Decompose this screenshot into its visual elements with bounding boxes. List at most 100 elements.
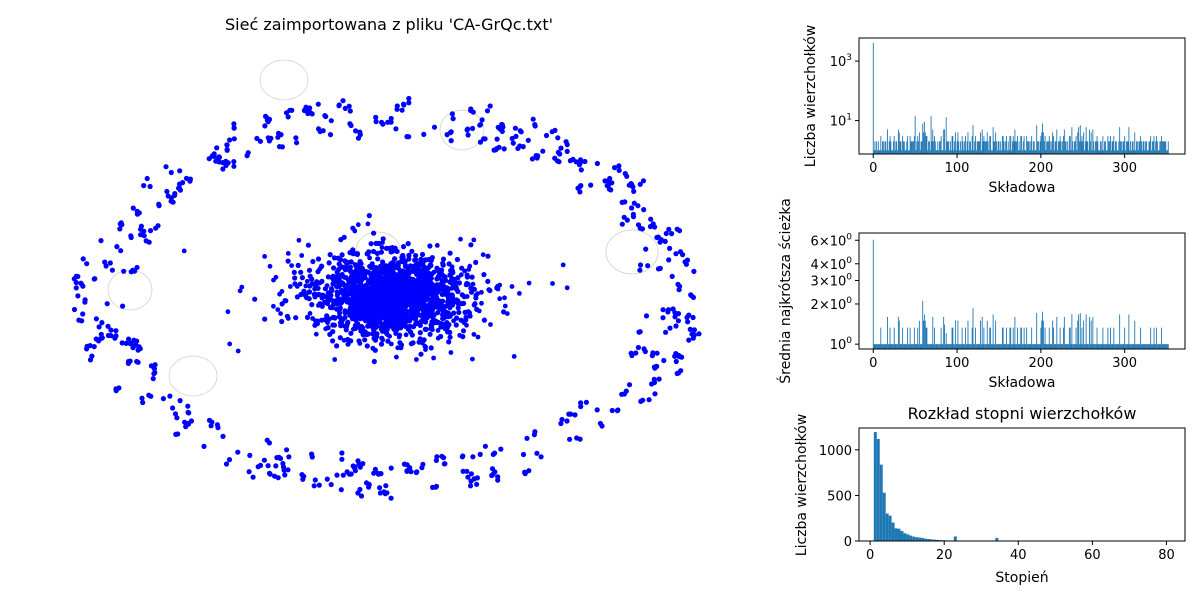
component-size-bar: [962, 141, 964, 154]
component-size-bar: [1049, 141, 1051, 154]
avg-path-bar: [1005, 344, 1007, 349]
network-node: [431, 269, 437, 275]
network-node: [114, 244, 120, 250]
avg-path-bar: [913, 344, 914, 349]
network-node: [368, 310, 373, 316]
x-tick-label: 0: [869, 356, 877, 371]
network-node: [511, 354, 517, 359]
network-node: [567, 158, 574, 164]
network-node: [304, 314, 311, 320]
network-node: [341, 234, 347, 240]
network-node: [421, 337, 427, 343]
avg-path-bar: [1159, 344, 1161, 349]
avg-path-bar: [914, 344, 916, 349]
network-node: [151, 366, 157, 372]
network-node: [406, 100, 412, 106]
network-node: [375, 470, 381, 476]
network-node: [619, 221, 625, 227]
network-node: [127, 358, 133, 364]
avg-path-bar: [1036, 313, 1038, 349]
network-node: [278, 311, 283, 316]
network-node: [338, 288, 344, 294]
component-size-bar: [1156, 136, 1157, 154]
network-node: [377, 291, 383, 297]
avg-path-bar: [1109, 344, 1111, 349]
network-node: [430, 327, 435, 333]
component-size-bar: [877, 150, 878, 154]
avg-path-bar: [956, 344, 958, 349]
network-node: [420, 261, 425, 267]
network-node: [464, 272, 470, 278]
avg-path-bar: [896, 344, 898, 349]
network-node: [475, 334, 481, 340]
network-node: [120, 303, 126, 309]
avg-path-bar: [943, 316, 945, 349]
avg-path-bar: [1141, 344, 1143, 349]
avg-path-bar: [1052, 320, 1054, 349]
network-node: [342, 105, 348, 111]
avg-path-x-ticks: 0 100 200 300: [869, 349, 1137, 371]
network-node: [351, 326, 356, 332]
network-node: [380, 240, 385, 245]
avg-path-bar: [1124, 327, 1126, 349]
network-node: [677, 249, 684, 255]
component-size-bar: [959, 150, 961, 154]
avg-path-bar: [970, 344, 972, 349]
network-node: [73, 273, 79, 279]
network-node: [272, 473, 278, 479]
avg-path-bar: [880, 327, 882, 349]
network-node: [456, 309, 462, 315]
network-node: [375, 304, 381, 310]
network-node: [426, 256, 432, 263]
avg-path-bar: [913, 327, 915, 349]
avg-path-bar: [1047, 344, 1049, 349]
component-size-bar: [1038, 150, 1040, 154]
network-node: [568, 411, 574, 417]
x-tick-label: 300: [1112, 356, 1137, 371]
avg-path-bar: [902, 327, 904, 349]
component-size-bar: [1035, 150, 1037, 154]
avg-path-bar: [965, 327, 966, 349]
network-node: [440, 316, 446, 322]
network-node: [517, 128, 523, 134]
component-size-bar: [982, 141, 984, 154]
network-node: [299, 275, 305, 281]
component-size-bar: [874, 141, 876, 154]
avg-path-bar: [961, 327, 963, 349]
avg-path-bar: [1031, 327, 1033, 349]
network-node: [262, 123, 268, 129]
network-node: [144, 175, 150, 182]
component-size-bar: [1026, 136, 1028, 154]
network-node: [412, 304, 418, 310]
network-node: [433, 483, 440, 489]
component-size-bar: [1064, 141, 1066, 154]
network-node: [677, 283, 683, 289]
component-size-bar: [1148, 141, 1150, 154]
network-node: [301, 290, 307, 296]
network-node: [563, 139, 569, 145]
network-node: [572, 412, 578, 418]
component-size-bar: [933, 141, 935, 154]
component-size-bar: [1010, 136, 1012, 154]
component-size-bar: [992, 127, 994, 154]
network-node: [421, 265, 426, 271]
degree-histogram-bar: [879, 464, 883, 541]
network-node: [348, 471, 354, 477]
network-node: [418, 351, 424, 357]
network-node: [390, 311, 395, 317]
avg-path-bar: [983, 327, 985, 349]
y-tick-label: 1000: [819, 444, 852, 459]
component-size-bar: [890, 141, 892, 154]
x-tick-label: 0: [869, 161, 877, 176]
network-node: [413, 321, 419, 327]
network-node: [201, 443, 207, 449]
network-node: [273, 274, 279, 280]
component-size-bar: [979, 141, 981, 154]
network-node: [413, 257, 419, 263]
network-node: [685, 319, 691, 325]
component-size-bar: [913, 141, 914, 154]
network-node: [134, 264, 140, 271]
avg-path-bar: [1011, 344, 1012, 349]
avg-path-bar: [1063, 327, 1064, 349]
component-size-bar: [897, 150, 899, 154]
